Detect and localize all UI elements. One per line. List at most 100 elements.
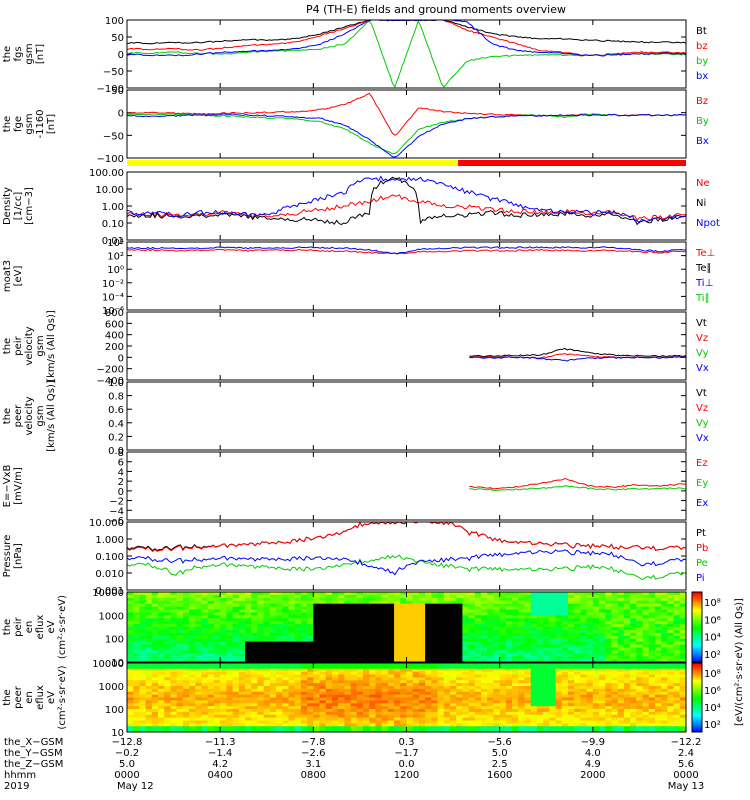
spectrogram-cell	[418, 726, 426, 730]
ylabel-line: eflux	[35, 615, 46, 640]
spectrogram-cell	[319, 600, 327, 605]
spectrogram-cell	[518, 653, 526, 657]
spectrogram-cell	[512, 656, 519, 660]
spectrogram-cell	[673, 609, 681, 613]
spectrogram-cell	[431, 629, 439, 634]
spectrogram-cell	[251, 720, 258, 724]
spectrogram-cell	[642, 717, 650, 721]
spectrogram-cell	[505, 697, 513, 701]
spectrogram-cell	[350, 683, 358, 687]
spectrogram-cell	[245, 609, 252, 613]
legend-pe: Pe	[696, 558, 708, 569]
spectrogram-cell	[636, 641, 644, 645]
spectrogram-cell	[294, 694, 302, 698]
spectrogram-cell	[437, 680, 445, 684]
spectrogram-cell	[611, 680, 619, 684]
spectrogram-cell	[164, 700, 171, 704]
spectrogram-cell	[530, 592, 538, 596]
spectrogram-cell	[481, 720, 488, 724]
spectrogram-cell	[276, 597, 283, 602]
spectrogram-cell	[493, 688, 501, 693]
spectrogram-cell	[307, 694, 314, 698]
spectrogram-cell	[512, 720, 519, 724]
spectrogram-cell	[412, 592, 420, 596]
spectrogram-cell	[667, 694, 675, 698]
panel-frame	[126, 381, 687, 451]
spectrogram-cell	[431, 697, 439, 701]
spectrogram-cell	[325, 621, 333, 625]
spectrogram-cell	[425, 663, 432, 667]
spectrogram-cell	[642, 650, 650, 654]
spectrogram-cell	[412, 668, 420, 673]
spectrogram-cell	[623, 680, 631, 684]
spectrogram-cell	[207, 711, 215, 716]
ylabel-line: peer	[13, 685, 24, 709]
spectrogram-cell	[443, 706, 451, 710]
spectrogram-cell	[294, 638, 302, 643]
spectrogram-cell	[158, 592, 165, 596]
spectrogram-cell	[487, 709, 494, 713]
spectrogram-cell	[648, 697, 656, 701]
spectrogram-cell	[630, 709, 637, 713]
spectrogram-cell	[344, 723, 352, 727]
spectrogram-cell	[139, 663, 147, 667]
spectrogram-cell	[170, 700, 178, 704]
spectrogram-cell	[648, 677, 656, 681]
spectrogram-cell	[263, 726, 271, 730]
spectrogram-cell	[623, 594, 631, 599]
spectrogram-cell	[605, 609, 612, 613]
spectrogram-cell	[151, 680, 159, 684]
spectrogram-cell	[654, 663, 662, 667]
spectrogram-cell	[481, 629, 488, 634]
spectrogram-cell	[567, 644, 575, 648]
spectrogram-cell	[276, 656, 283, 660]
spectrogram-cell	[369, 612, 376, 616]
spectrogram-cell	[226, 668, 234, 673]
spectrogram-cell	[145, 606, 153, 610]
spectrogram-cell	[462, 714, 470, 719]
spectrogram-cell	[555, 647, 563, 651]
spectrogram-cell	[381, 627, 389, 631]
colorbar-cell	[692, 716, 702, 719]
spectrogram-cell	[139, 609, 147, 613]
spectrogram-cell	[617, 606, 625, 610]
spectrogram-cell	[313, 621, 321, 625]
spectrogram-cell	[145, 700, 153, 704]
spectrogram-cell	[276, 677, 283, 681]
spectrogram-cell	[381, 663, 389, 667]
spectrogram-cell	[238, 594, 246, 599]
spectrogram-cell	[331, 632, 339, 637]
spectrogram-cell	[611, 647, 619, 651]
spectrogram-cell	[350, 650, 358, 654]
spectrogram-cell	[567, 592, 575, 596]
xaxis-value: −9.9	[581, 737, 605, 748]
spectrogram-cell	[282, 606, 289, 610]
spectrogram-cell	[220, 711, 227, 716]
spectrogram-cell	[288, 650, 296, 654]
spectrogram-cell	[369, 697, 376, 701]
spectrogram-cell	[207, 656, 215, 660]
spectrogram-cell	[481, 656, 488, 660]
spectrogram-cell	[468, 600, 476, 605]
spectrogram-cell	[456, 709, 463, 713]
spectrogram-cell	[257, 700, 265, 704]
spectrogram-cell	[375, 665, 383, 670]
spectrogram-cell	[679, 606, 687, 610]
spectrogram-cell	[307, 720, 314, 724]
spectrogram-cell	[313, 656, 321, 660]
spectrogram-cell	[276, 665, 283, 670]
spectrogram-cell	[474, 674, 482, 678]
ylabel-line: gsm	[35, 335, 46, 356]
spectrogram-cell	[189, 603, 196, 608]
spectrogram-cell	[536, 668, 544, 673]
xaxis-value: −11.3	[205, 737, 236, 748]
spectrogram-cell	[574, 720, 581, 724]
colorbar-cell	[692, 618, 702, 621]
spectrogram-cell	[580, 683, 588, 687]
spectrogram-cell	[611, 600, 619, 605]
spectrogram-cell	[636, 656, 644, 660]
spectrogram-cell	[505, 720, 513, 724]
spectrogram-cell	[536, 612, 544, 616]
spectrogram-cell	[269, 723, 277, 727]
spectrogram-cell	[679, 603, 687, 608]
